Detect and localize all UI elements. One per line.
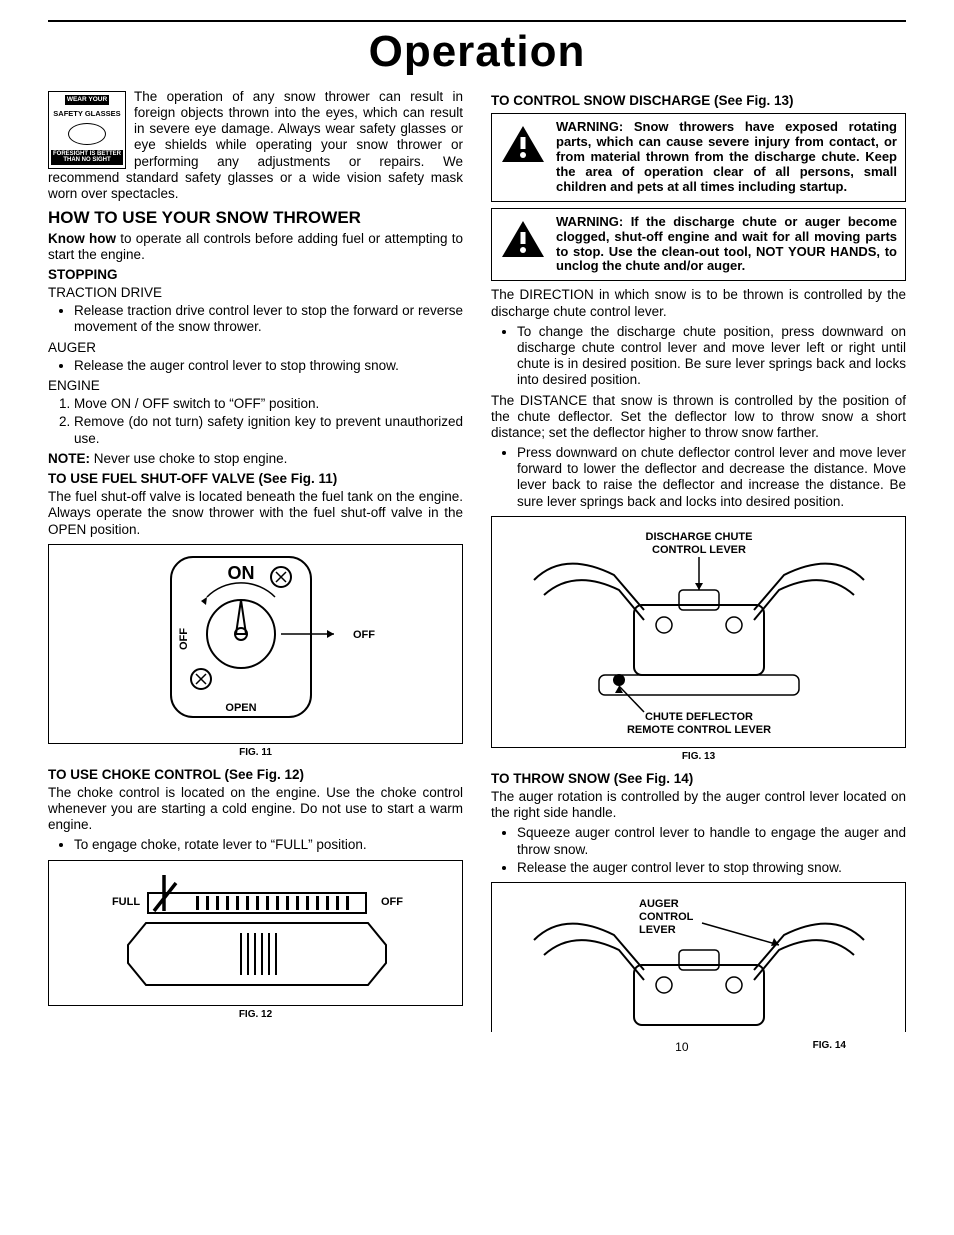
figure-12: FULL OFF: [48, 860, 463, 1006]
full-label: FULL: [111, 896, 139, 908]
direction-list: To change the discharge chute position, …: [491, 324, 906, 389]
how-to-heading: HOW TO USE YOUR SNOW THROWER: [48, 208, 463, 228]
top-rule: [48, 20, 906, 22]
fig13-caption: FIG. 13: [491, 751, 906, 763]
warning-box-2: WARNING: If the discharge chute or auger…: [491, 208, 906, 282]
fig11-caption: FIG. 11: [48, 747, 463, 759]
safety-glasses-label: WEAR YOUR SAFETY GLASSES FORESIGHT IS BE…: [48, 91, 126, 169]
note-paragraph: NOTE: Never use choke to stop engine.: [48, 451, 463, 467]
controls-diagram-14: AUGER CONTROL LEVER: [504, 885, 894, 1030]
warning-box-1: WARNING: Snow throwers have exposed rota…: [491, 113, 906, 202]
engine-item-1: Move ON / OFF switch to “OFF” position.: [74, 396, 463, 412]
distance-item: Press downward on chute deflector contro…: [517, 445, 906, 510]
traction-item: Release traction drive control lever to …: [74, 303, 463, 335]
choke-item: To engage choke, rotate lever to “FULL” …: [74, 837, 463, 853]
stopping-heading: STOPPING: [48, 267, 463, 283]
distance-paragraph: The DISTANCE that snow is thrown is cont…: [491, 393, 906, 442]
direction-item: To change the discharge chute position, …: [517, 324, 906, 389]
distance-list: Press downward on chute deflector contro…: [491, 445, 906, 510]
traction-list: Release traction drive control lever to …: [48, 303, 463, 335]
direction-paragraph: The DIRECTION in which snow is to be thr…: [491, 287, 906, 319]
engine-item-2: Remove (do not turn) safety ignition key…: [74, 414, 463, 446]
warning-icon: [500, 219, 546, 259]
note-text: Never use choke to stop engine.: [90, 451, 287, 466]
discharge-heading: TO CONTROL SNOW DISCHARGE (See Fig. 13): [491, 93, 906, 109]
figure-11: ON OFF OFF OPEN: [48, 544, 463, 744]
choke-paragraph: The choke control is located on the engi…: [48, 785, 463, 834]
open-label: OPEN: [225, 702, 256, 714]
fig14-label-3: LEVER: [639, 924, 676, 936]
throw-heading: TO THROW SNOW (See Fig. 14): [491, 771, 906, 787]
fig13-bot-label-1: CHUTE DEFLECTOR: [645, 711, 753, 723]
auger-list: Release the auger control lever to stop …: [48, 358, 463, 374]
off-side-label: OFF: [353, 629, 375, 641]
figure-14: AUGER CONTROL LEVER: [491, 882, 906, 1032]
knowhow-bold: Know how: [48, 231, 116, 246]
auger-heading: AUGER: [48, 340, 463, 356]
safety-top: WEAR YOUR: [65, 95, 109, 105]
fig13-bot-label-2: REMOTE CONTROL LEVER: [626, 724, 770, 736]
knowhow-paragraph: Know how to operate all controls before …: [48, 231, 463, 263]
fig14-caption: FIG. 14: [813, 1040, 846, 1054]
throw-item-1: Squeeze auger control lever to handle to…: [517, 825, 906, 857]
throw-paragraph: The auger rotation is controlled by the …: [491, 789, 906, 821]
choke-heading: TO USE CHOKE CONTROL (See Fig. 12): [48, 767, 463, 783]
auger-item: Release the auger control lever to stop …: [74, 358, 463, 374]
on-label: ON: [227, 563, 254, 583]
safety-mid: SAFETY GLASSES: [53, 109, 120, 118]
off-label: OFF: [381, 896, 403, 908]
right-column: TO CONTROL SNOW DISCHARGE (See Fig. 13) …: [491, 89, 906, 1055]
fuel-valve-diagram: ON OFF OFF OPEN: [106, 549, 406, 739]
safety-bottom: FORESIGHT IS BETTER THAN NO SIGHT: [51, 150, 123, 165]
choke-list: To engage choke, rotate lever to “FULL” …: [48, 837, 463, 853]
fuel-heading: TO USE FUEL SHUT-OFF VALVE (See Fig. 11): [48, 471, 463, 487]
fuel-paragraph: The fuel shut-off valve is located benea…: [48, 489, 463, 538]
page-title: Operation: [48, 26, 906, 79]
engine-list: Move ON / OFF switch to “OFF” position. …: [48, 396, 463, 447]
throw-item-2: Release the auger control lever to stop …: [517, 860, 906, 876]
fig13-top-label-2: CONTROL LEVER: [652, 544, 746, 556]
note-label: NOTE:: [48, 451, 90, 466]
warning-1-text: WARNING: Snow throwers have exposed rota…: [556, 120, 897, 195]
left-column: WEAR YOUR SAFETY GLASSES FORESIGHT IS BE…: [48, 89, 463, 1055]
controls-diagram-13: DISCHARGE CHUTE CONTROL LEVER CHUTE DEFL…: [504, 520, 894, 744]
engine-heading: ENGINE: [48, 378, 463, 394]
two-column-layout: WEAR YOUR SAFETY GLASSES FORESIGHT IS BE…: [48, 89, 906, 1055]
traction-heading: TRACTION DRIVE: [48, 285, 463, 301]
off-rotated-label: OFF: [178, 627, 190, 649]
fig13-top-label-1: DISCHARGE CHUTE: [645, 531, 752, 543]
fig14-label-1: AUGER: [639, 898, 679, 910]
figure-13: DISCHARGE CHUTE CONTROL LEVER CHUTE DEFL…: [491, 516, 906, 748]
warning-2-text: WARNING: If the discharge chute or auger…: [556, 215, 897, 275]
fig14-label-2: CONTROL: [639, 911, 694, 923]
glasses-icon: [68, 123, 106, 145]
throw-list: Squeeze auger control lever to handle to…: [491, 825, 906, 876]
warning-icon: [500, 124, 546, 164]
fig12-caption: FIG. 12: [48, 1009, 463, 1021]
choke-diagram: FULL OFF: [76, 863, 436, 1003]
